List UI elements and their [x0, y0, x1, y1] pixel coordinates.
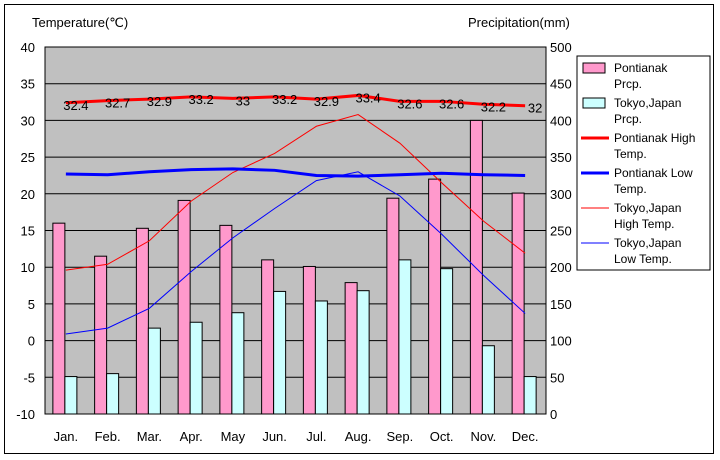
- legend-label: Prcp.: [614, 112, 642, 126]
- legend-swatch: [582, 62, 606, 74]
- bar-tokyo-prcp: [147, 327, 161, 415]
- left-tick-label: 30: [21, 113, 35, 128]
- bar-pontianak-prcp: [469, 119, 483, 415]
- bar-pontianak-prcp: [135, 227, 149, 415]
- x-tick-label: Jun.: [262, 429, 287, 444]
- right-axis-label: Precipitation(mm): [468, 15, 570, 30]
- bar-pontianak-prcp: [302, 265, 316, 415]
- right-tick-label: 450: [550, 77, 572, 92]
- x-tick-label: May: [221, 429, 246, 444]
- left-tick-label: 35: [21, 77, 35, 92]
- right-tick-label: 300: [550, 187, 572, 202]
- data-label: 32.2: [481, 99, 506, 114]
- x-tick-label: Nov.: [470, 429, 496, 444]
- bar-pontianak-prcp: [219, 224, 233, 415]
- legend-label: Prcp.: [614, 77, 642, 91]
- bar-tokyo-prcp: [64, 376, 78, 415]
- legend-label: Tokyo,Japan: [614, 201, 681, 215]
- left-tick-label: -10: [16, 407, 35, 422]
- legend-label: Temp.: [614, 147, 647, 161]
- left-tick-label: 0: [28, 334, 35, 349]
- left-axis-label: Temperature(℃): [32, 15, 128, 30]
- x-tick-label: Feb.: [95, 429, 121, 444]
- bar-pontianak-prcp: [428, 178, 442, 415]
- data-label: 32.9: [314, 94, 339, 109]
- plot-area: 32.4 32.7 32.9 33.2 33 33.2 32.9 33.4 32.6 32.6 32…: [16, 40, 572, 444]
- right-tick-label: 500: [550, 40, 572, 55]
- bar-tokyo-prcp: [106, 373, 120, 415]
- bar-pontianak-prcp: [94, 255, 108, 415]
- plot-border: [44, 46, 547, 415]
- legend-label: Pontianak: [614, 61, 668, 75]
- data-label: 32.4: [63, 98, 88, 113]
- bar-tokyo-prcp: [398, 259, 412, 415]
- bar-tokyo-prcp: [481, 345, 495, 415]
- legend-label: Low Temp.: [614, 252, 672, 266]
- data-label: 32.9: [147, 94, 172, 109]
- left-tick-label: 25: [21, 150, 35, 165]
- legend-label: Pontianak Low: [614, 166, 693, 180]
- data-label: 33.2: [272, 92, 297, 107]
- right-tick-label: 200: [550, 260, 572, 275]
- legend-label: High Temp.: [614, 217, 674, 231]
- bar-pontianak-prcp: [386, 197, 400, 415]
- left-tick-label: 5: [28, 297, 35, 312]
- bar-tokyo-prcp: [523, 376, 537, 415]
- data-label: 32.7: [105, 96, 130, 111]
- x-tick-label: Aug.: [345, 429, 372, 444]
- bar-pontianak-prcp: [52, 222, 66, 415]
- data-label: 32.6: [439, 96, 464, 111]
- bar-pontianak-prcp: [261, 259, 275, 415]
- legend-label: Temp.: [614, 182, 647, 196]
- series-line-2: [65, 113, 526, 271]
- bar-tokyo-prcp: [273, 290, 287, 415]
- right-tick-label: 250: [550, 224, 572, 239]
- right-tick-label: 100: [550, 334, 572, 349]
- data-label: 32: [528, 101, 542, 116]
- x-tick-label: Dec.: [512, 429, 539, 444]
- data-label: 32.6: [397, 96, 422, 111]
- right-tick-label: 150: [550, 297, 572, 312]
- series-line-0: [65, 93, 526, 108]
- bar-tokyo-prcp: [356, 290, 370, 415]
- series-line-3: [65, 171, 526, 335]
- x-tick-label: Apr.: [180, 429, 203, 444]
- x-tick-label: Mar.: [137, 429, 162, 444]
- data-label: 33.2: [188, 92, 213, 107]
- legend-swatch: [582, 97, 606, 109]
- right-tick-label: 0: [550, 407, 557, 422]
- series-line-1: [65, 167, 526, 178]
- legend: Pontianak Prcp. Tokyo,Japan Prcp. Pontianak …: [576, 55, 711, 271]
- left-tick-label: 20: [21, 187, 35, 202]
- legend-box: [576, 55, 711, 271]
- left-tick-label: 15: [21, 224, 35, 239]
- bar-tokyo-prcp: [314, 300, 328, 415]
- x-tick-label: Sep.: [387, 429, 414, 444]
- right-tick-label: 350: [550, 150, 572, 165]
- x-tick-label: Jan.: [54, 429, 79, 444]
- right-tick-label: 50: [550, 370, 564, 385]
- bar-tokyo-prcp: [440, 268, 454, 415]
- data-label: 33: [236, 93, 250, 108]
- bar-tokyo-prcp: [231, 312, 245, 415]
- left-tick-label: 40: [21, 40, 35, 55]
- right-tick-label: 400: [550, 113, 572, 128]
- legend-label: Tokyo,Japan: [614, 96, 681, 110]
- legend-label: Pontianak High: [614, 131, 695, 145]
- left-tick-label: 10: [21, 260, 35, 275]
- x-tick-label: Jul.: [306, 429, 326, 444]
- bar-pontianak-prcp: [177, 199, 191, 415]
- left-tick-label: -5: [23, 370, 35, 385]
- x-tick-label: Oct.: [430, 429, 454, 444]
- bar-pontianak-prcp: [344, 282, 358, 415]
- bar-tokyo-prcp: [189, 321, 203, 415]
- data-label: 33.4: [355, 90, 380, 105]
- legend-label: Tokyo,Japan: [614, 236, 681, 250]
